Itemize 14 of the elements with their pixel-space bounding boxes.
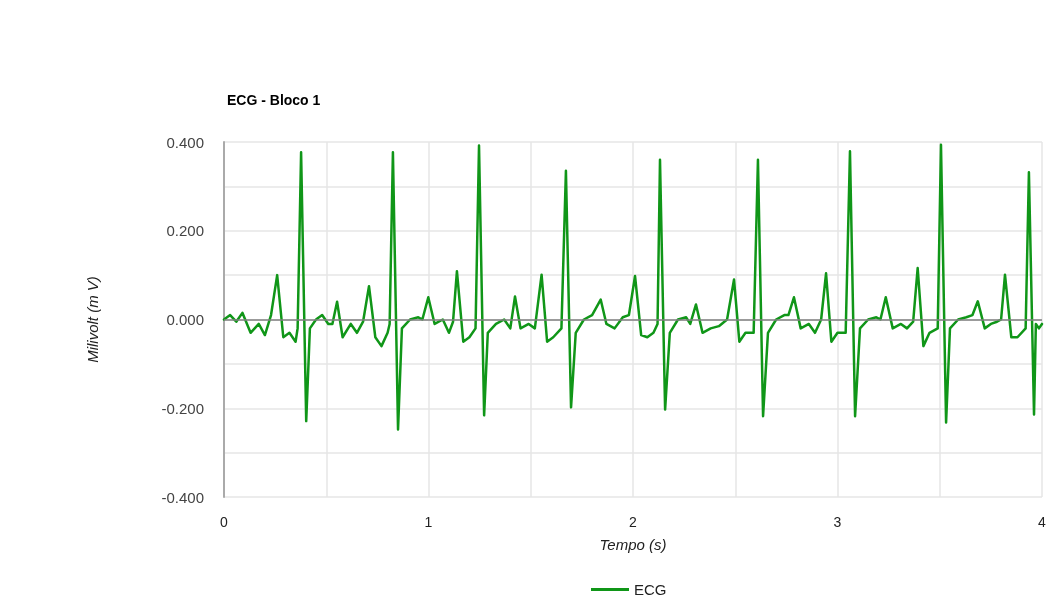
x-tick-label: 3 bbox=[833, 514, 842, 530]
x-tick-label: 1 bbox=[424, 514, 433, 530]
x-tick-label: 0 bbox=[220, 514, 229, 530]
legend-label: ECG bbox=[634, 581, 667, 598]
chart-title: ECG - Bloco 1 bbox=[227, 92, 321, 108]
y-tick-label: -0.200 bbox=[161, 399, 204, 417]
x-tick-label: 2 bbox=[629, 514, 638, 530]
y-tick-label: 0.200 bbox=[166, 222, 204, 240]
y-tick-label: 0.000 bbox=[166, 311, 204, 328]
y-tick-label: 0.400 bbox=[166, 133, 204, 151]
x-axis-title: Tempo (s) bbox=[599, 536, 667, 553]
x-tick-label: 4 bbox=[1038, 514, 1047, 530]
y-axis-title: Milivolt (m V) bbox=[84, 276, 101, 363]
y-tick-label: -0.400 bbox=[161, 488, 204, 506]
